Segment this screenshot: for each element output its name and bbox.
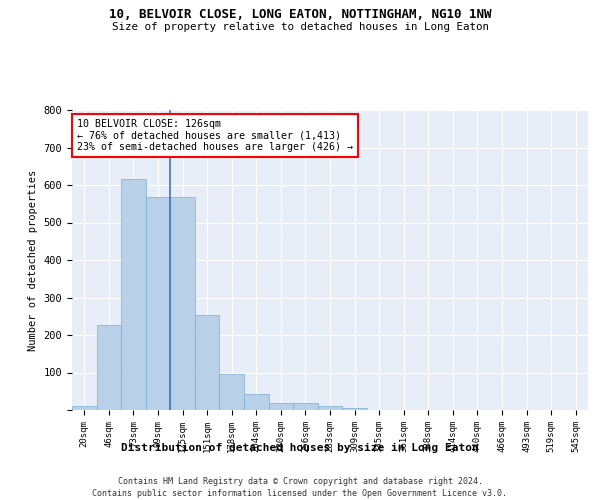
Bar [293,402,318,410]
Bar [318,406,342,410]
Text: 10 BELVOIR CLOSE: 126sqm
← 76% of detached houses are smaller (1,413)
23% of sem: 10 BELVOIR CLOSE: 126sqm ← 76% of detach… [77,119,353,152]
Bar [121,178,146,410]
Bar [342,408,367,410]
Bar [244,394,269,410]
Bar [97,324,121,410]
Text: Contains HM Land Registry data © Crown copyright and database right 2024.: Contains HM Land Registry data © Crown c… [118,478,482,486]
Bar [146,198,170,410]
Bar [195,315,220,410]
Y-axis label: Number of detached properties: Number of detached properties [28,170,38,350]
Text: Distribution of detached houses by size in Long Eaton: Distribution of detached houses by size … [121,442,479,452]
Bar [170,198,195,410]
Bar [220,374,244,410]
Text: Size of property relative to detached houses in Long Eaton: Size of property relative to detached ho… [112,22,488,32]
Text: 10, BELVOIR CLOSE, LONG EATON, NOTTINGHAM, NG10 1NW: 10, BELVOIR CLOSE, LONG EATON, NOTTINGHA… [109,8,491,20]
Text: Contains public sector information licensed under the Open Government Licence v3: Contains public sector information licen… [92,489,508,498]
Bar [269,402,293,410]
Bar [72,406,97,410]
